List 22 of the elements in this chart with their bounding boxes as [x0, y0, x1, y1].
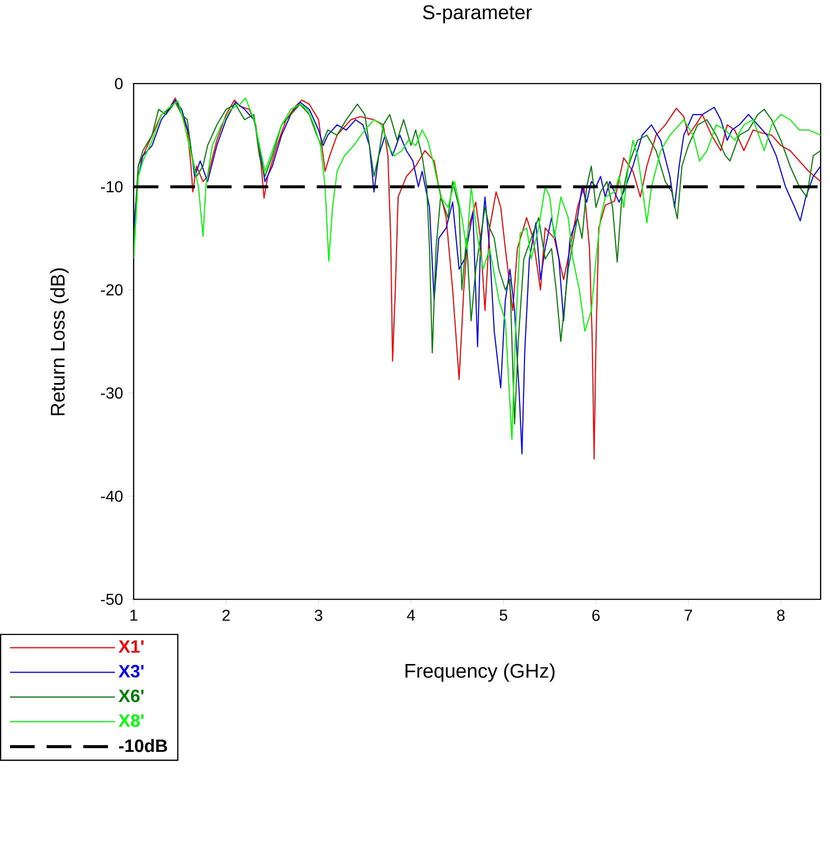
x-axis-title: Frequency (GHz) [406, 663, 555, 682]
y-tick-label: -50 [101, 594, 123, 605]
x-tick-label: 4 [407, 610, 415, 621]
text: X8' [118, 714, 144, 727]
x-tick-label: 1 [130, 610, 138, 621]
y-axis-title: Return Loss (dB) [50, 268, 69, 416]
y-tick-label: -10 [101, 181, 123, 192]
text: X3' [118, 664, 144, 678]
chart-title: S-parameter [423, 5, 532, 24]
y-tick-label: -20 [101, 284, 123, 296]
y-tick-label: -40 [101, 490, 123, 502]
x-tick-label: 7 [684, 610, 692, 621]
x-tick-label: 3 [314, 610, 322, 621]
y-tick-label: -30 [101, 387, 123, 399]
x-tick-label: 2 [222, 610, 230, 621]
x-tick-label: 5 [500, 610, 508, 621]
ref-line-label: -10dB [119, 739, 168, 752]
text: X6' [118, 690, 144, 702]
text: X1' [118, 640, 144, 653]
x-tick-label: 6 [592, 610, 600, 621]
x-tick-label: 8 [777, 610, 785, 621]
y-tick-label: 0 [115, 78, 123, 90]
